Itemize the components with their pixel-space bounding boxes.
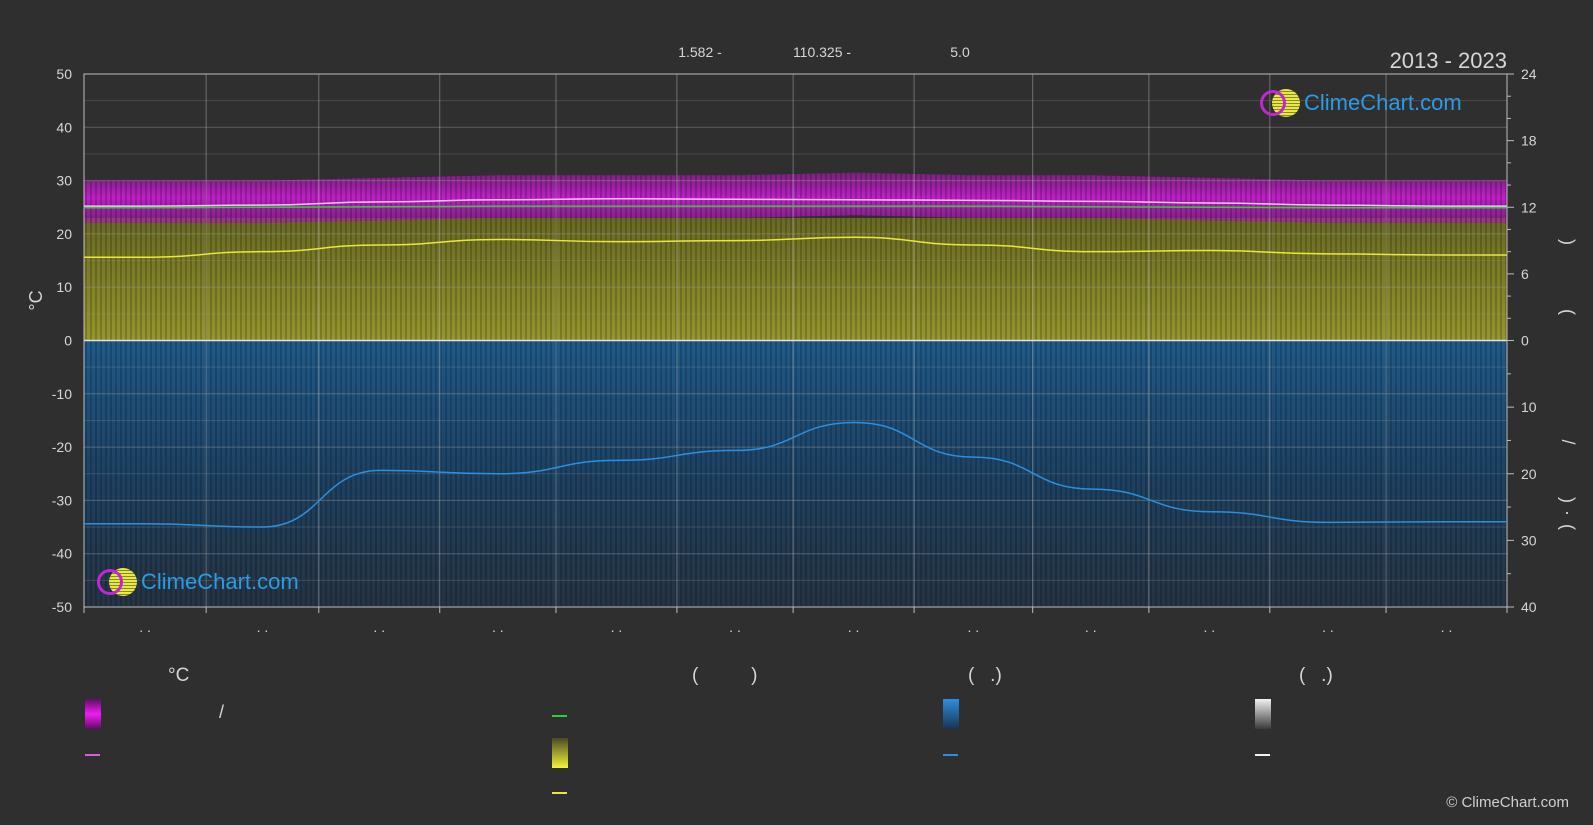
month-label: . .: [139, 619, 151, 635]
month-label: . .: [611, 619, 623, 635]
right-bottom-tick-label: 40: [1521, 599, 1537, 615]
brand-logo-top[interactable]: ClimeChart.com: [1260, 89, 1462, 117]
temperature-band-texture: [84, 172, 1507, 224]
copyright: © ClimeChart.com: [1446, 794, 1569, 811]
sunshine_hours-line: [84, 236, 1507, 258]
month-label: . .: [1085, 619, 1097, 635]
month-label: . .: [373, 619, 385, 635]
logo-ring-icon: [1260, 90, 1286, 116]
right-bottom-tick-label: 30: [1521, 532, 1537, 548]
left-tick-label: -30: [52, 492, 72, 508]
month-label: . .: [492, 619, 504, 635]
right-top-tick-label: 0: [1521, 333, 1529, 349]
magenta-line-icon: [85, 754, 100, 756]
legend-heading-precipitation: ( .): [968, 665, 1002, 686]
year-range: 2013 - 2023: [1390, 48, 1507, 73]
logo-ring-icon: [97, 569, 123, 595]
legend: °C ( ) ( .) ( .) /: [0, 655, 1593, 825]
climate-chart: 50 40 30 20 10 0 -10 -20 -30 -40 -50 °C 24 18 12 6 0 10 20…: [26, 66, 1578, 635]
brand-text-top: ClimeChart.com: [1304, 90, 1462, 115]
right-top-tick-label: 18: [1521, 133, 1537, 149]
precipitation_mm-line: [83, 421, 1507, 528]
left-tick-label: 0: [64, 333, 72, 349]
header-value-3: 5.0: [950, 44, 970, 60]
left-tick-label: 10: [56, 279, 72, 295]
left-tick-label: 50: [56, 66, 72, 82]
green-line-icon: [552, 715, 567, 717]
month-label: . .: [1204, 619, 1216, 635]
right-bottom-axis-label: ·: [1558, 510, 1578, 516]
white-gradient-swatch-icon: [1255, 699, 1271, 729]
legend-label-temp-range: /: [219, 702, 225, 722]
precipitation-texture: [84, 340, 1507, 607]
month-label: . .: [968, 619, 980, 635]
left-tick-label: 20: [56, 226, 72, 242]
left-tick-label: -50: [52, 599, 72, 615]
white-line-icon: [1255, 754, 1270, 756]
sunshine-texture: [84, 217, 1507, 341]
header-value-2: 110.325 -: [793, 44, 851, 60]
month-label: . .: [257, 619, 269, 635]
left-tick-label: 30: [56, 173, 72, 189]
right-bottom-axis-label: (: [1558, 524, 1578, 530]
right-top-tick-label: 24: [1521, 66, 1537, 82]
right-top-axis-label: ): [1558, 239, 1578, 245]
right-bottom-axis-label: ): [1558, 497, 1578, 503]
blue-line-icon: [943, 754, 958, 756]
temp_mean_white-line: [83, 197, 1508, 207]
brand-logo-bottom[interactable]: ClimeChart.com: [97, 568, 299, 596]
month-label: . .: [729, 619, 741, 635]
right-top-axis-label: (: [1558, 309, 1578, 315]
magenta-gradient-swatch-icon: [85, 699, 101, 729]
right-top-tick-label: 12: [1521, 199, 1537, 215]
left-tick-label: 40: [56, 119, 72, 135]
month-label: . .: [1441, 619, 1453, 635]
left-tick-label: -10: [52, 386, 72, 402]
right-bottom-axis-label: /: [1558, 439, 1578, 444]
left-axis-label: °C: [26, 290, 46, 310]
blue-gradient-swatch-icon: [943, 699, 959, 729]
legend-heading-sunshine: ( ): [692, 665, 758, 686]
yellow-line-icon: [552, 792, 567, 794]
right-bottom-tick-label: 20: [1521, 466, 1537, 482]
legend-heading-snow: ( .): [1299, 665, 1333, 686]
temp_green-line: [83, 205, 1507, 209]
header-layer: 1.582 - 110.325 - 5.0 2013 - 2023: [678, 44, 1507, 73]
brand-text-bottom: ClimeChart.com: [141, 569, 299, 594]
month-label: . .: [1322, 619, 1334, 635]
header-value-1: 1.582 -: [678, 44, 722, 60]
month-label: . .: [848, 619, 860, 635]
yellow-gradient-swatch-icon: [552, 738, 568, 768]
right-top-tick-label: 6: [1521, 266, 1529, 282]
left-tick-label: -40: [52, 546, 72, 562]
legend-heading-temperature: °C: [168, 665, 190, 686]
right-bottom-tick-label: 10: [1521, 399, 1537, 415]
left-tick-label: -20: [52, 439, 72, 455]
